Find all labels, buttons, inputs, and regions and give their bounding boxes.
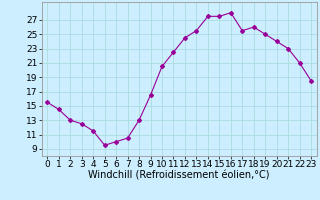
X-axis label: Windchill (Refroidissement éolien,°C): Windchill (Refroidissement éolien,°C) [88,171,270,181]
